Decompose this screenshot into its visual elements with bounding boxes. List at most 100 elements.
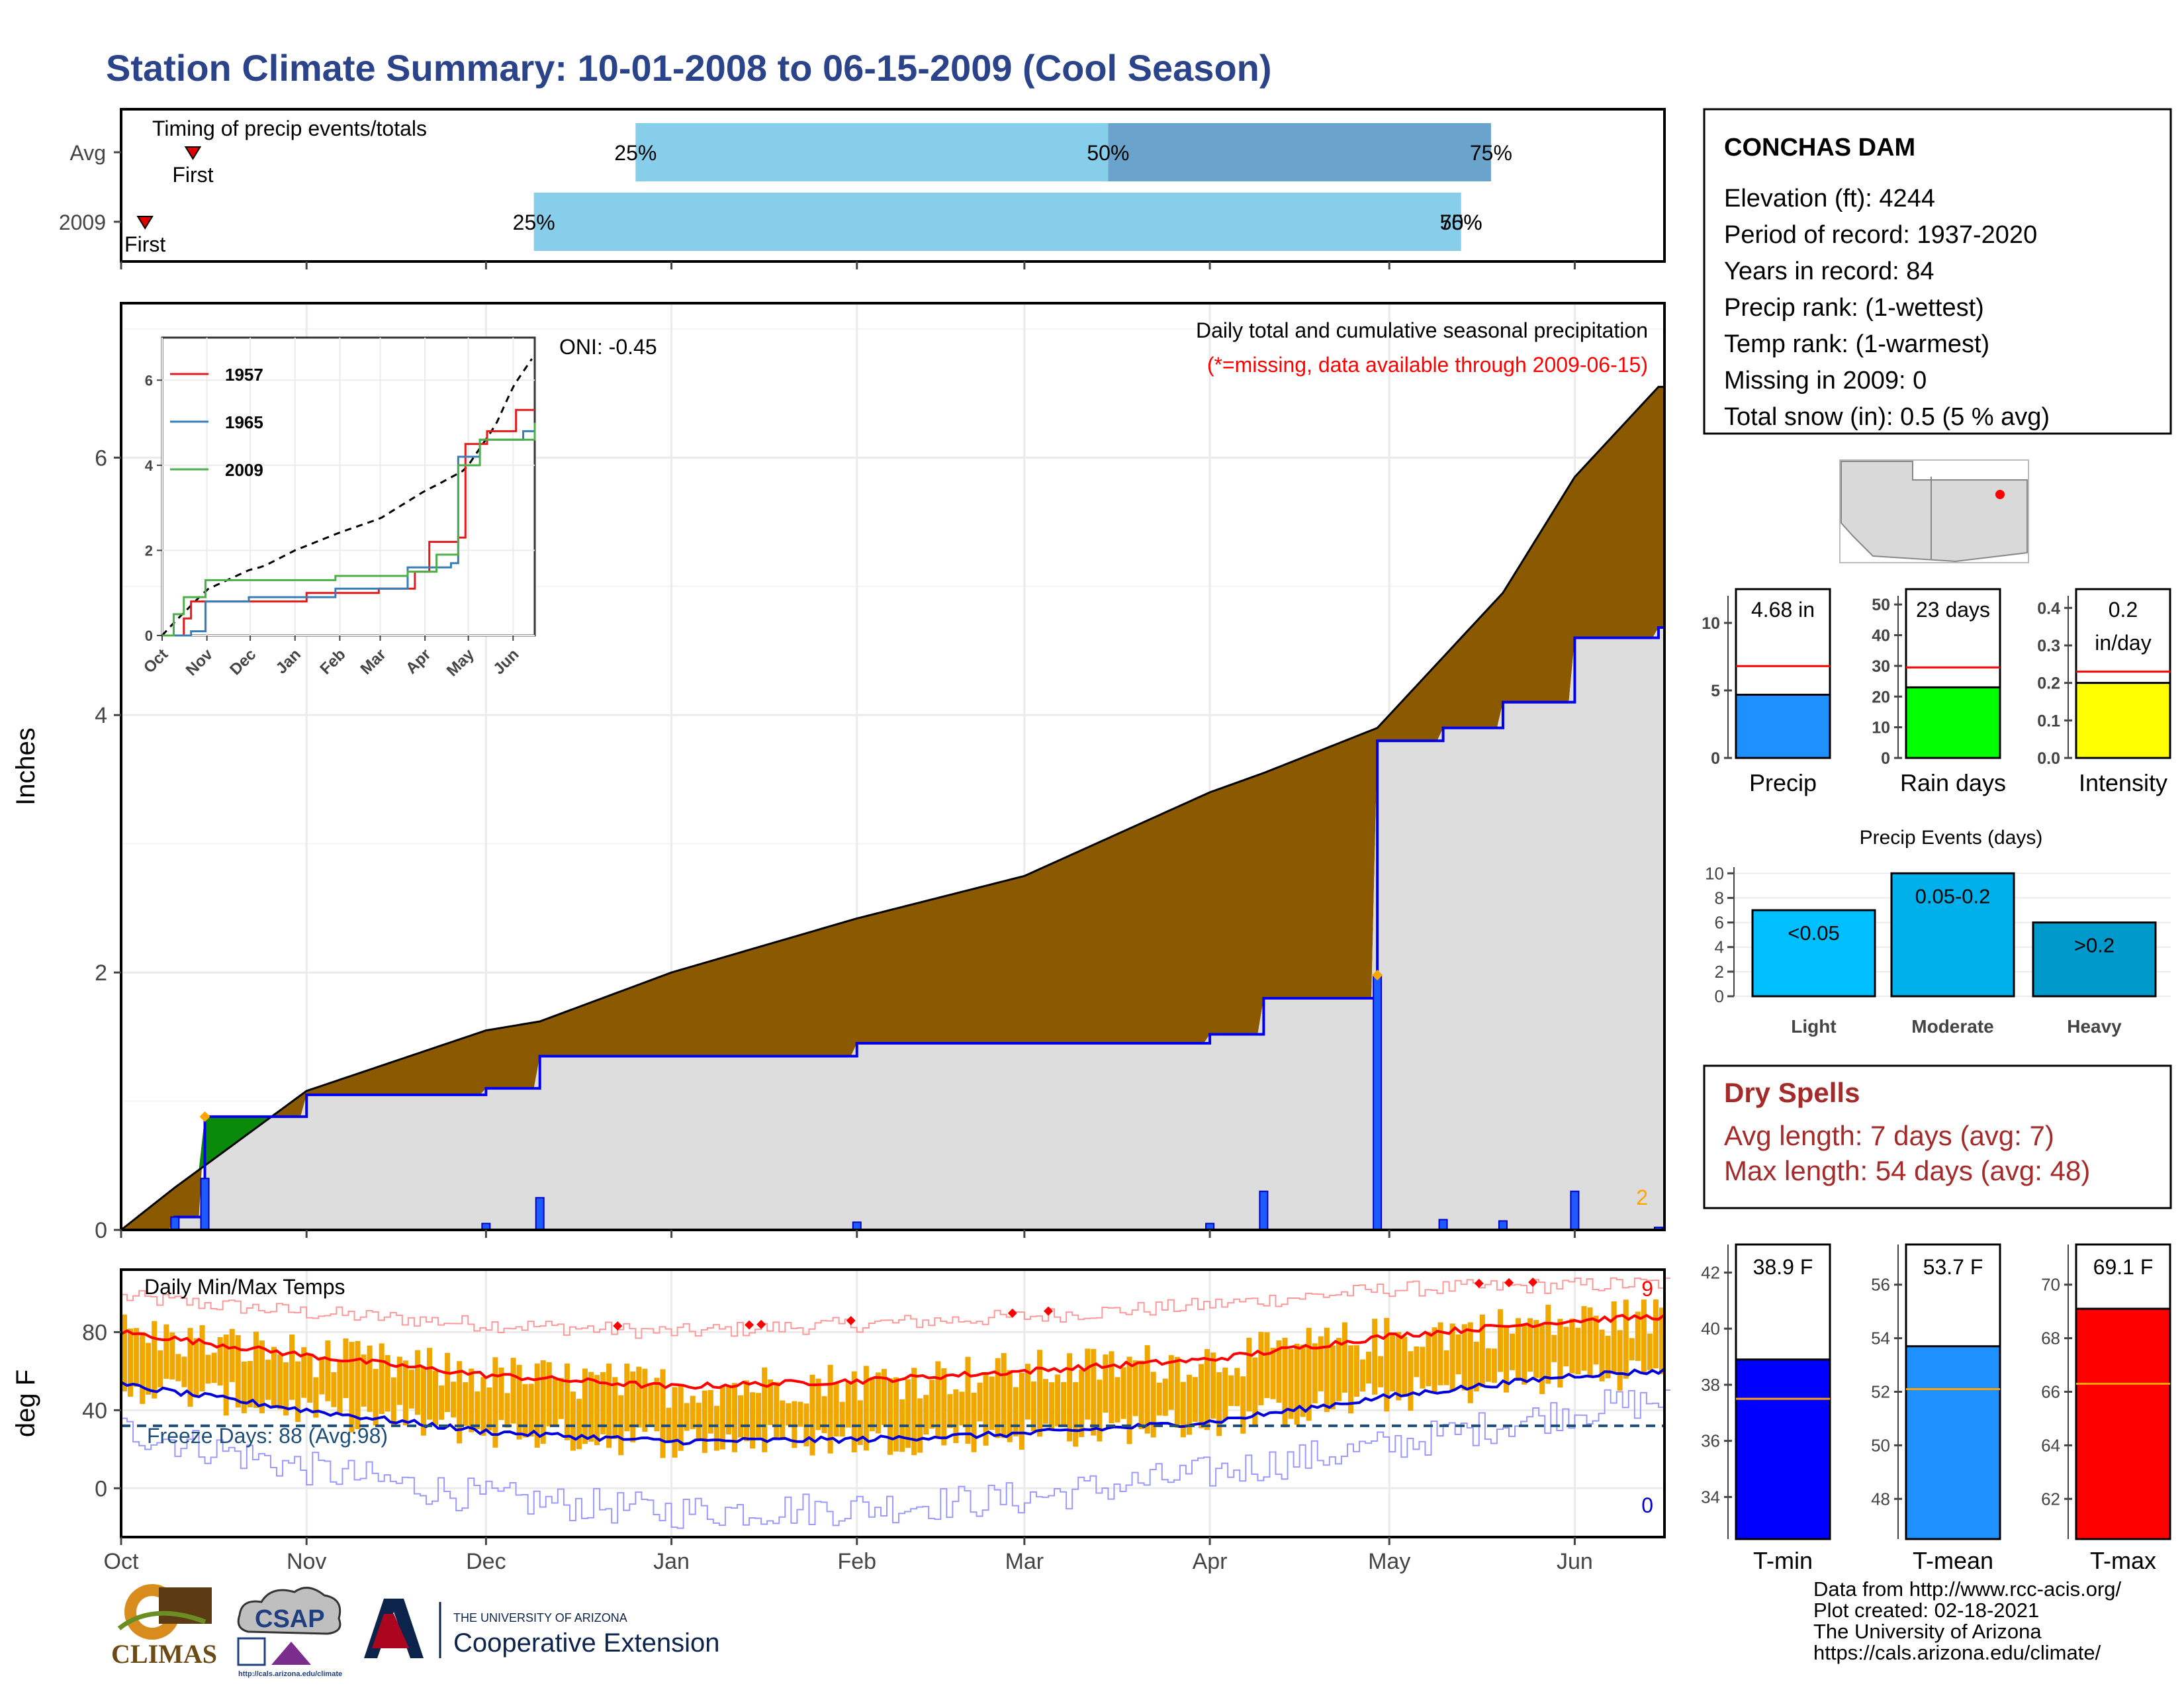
dry-spells-avg-line: Avg length: 7 days (avg: 7) [1724, 1120, 2054, 1151]
temp-bar-value [1735, 1358, 1831, 1540]
temp-record-max-line [121, 1277, 1671, 1339]
temp-daily-bar [122, 1314, 128, 1391]
temp-daily-bar [1138, 1360, 1144, 1429]
temp-daily-bar [289, 1335, 295, 1400]
temp-daily-bar [1324, 1327, 1330, 1413]
events-ytick-label: 4 [1715, 937, 1724, 957]
mini-bar-label: Rain days [1900, 769, 2006, 796]
temp-daily-bar [648, 1383, 654, 1427]
first-marker-icon [184, 146, 202, 160]
temp-bar-ytick-label: 48 [1871, 1489, 1890, 1509]
temp-daily-bar [827, 1364, 833, 1454]
temp-daily-bar [1312, 1343, 1318, 1403]
inset-legend-label: 2009 [225, 460, 263, 480]
month-axis-label: Jan [653, 1549, 690, 1574]
timing-first-label: First [172, 163, 213, 187]
temp-daily-bar [1103, 1354, 1109, 1413]
temp-bar-ytick-label: 54 [1871, 1329, 1890, 1348]
temp-daily-bar [277, 1354, 283, 1409]
temp-daily-bar [1049, 1382, 1055, 1429]
temp-bar-value-label: 53.7 F [1923, 1255, 1983, 1279]
inset-legend-label: 1965 [225, 412, 263, 432]
inset-frame [161, 336, 536, 637]
temp-daily-bar [833, 1383, 839, 1437]
timing-50-label: 50% [1440, 211, 1482, 234]
temp-daily-bar [1533, 1320, 1539, 1378]
temp-bar-label: T-max [2090, 1547, 2156, 1574]
temp-daily-bar [821, 1396, 827, 1433]
timing-first-label: First [124, 232, 165, 256]
temp-daily-bar [205, 1354, 211, 1384]
record-high-marker-icon [1528, 1278, 1538, 1288]
timing-25-label: 25% [513, 211, 555, 234]
footer-line: https://cals.arizona.edu/climate/ [1813, 1641, 2101, 1664]
footer-line: Data from http://www.rcc-acis.org/ [1813, 1577, 2122, 1601]
temp-daily-bar [1115, 1377, 1120, 1423]
temp-daily-bar [433, 1370, 439, 1426]
temp-daily-bar [1240, 1376, 1246, 1434]
temp-panel-frame [120, 1268, 1666, 1538]
temp-daily-bar [1222, 1367, 1228, 1420]
temp-daily-bar [367, 1345, 373, 1412]
mini-bar-ytick-label: 0.0 [2037, 749, 2060, 768]
footer-line: Plot created: 02-18-2021 [1813, 1599, 2040, 1622]
temp-daily-bar [1036, 1350, 1042, 1437]
temp-average-max-line [120, 1313, 1666, 1390]
temp-daily-bar [851, 1371, 857, 1453]
temp-daily-bar [1019, 1372, 1024, 1450]
temp-daily-bar [1288, 1349, 1294, 1419]
first-marker-icon [136, 216, 154, 230]
climas-logo: CLIMAS [111, 1584, 217, 1669]
record-high-count: 9 [1641, 1277, 1653, 1301]
temp-daily-bar [253, 1331, 259, 1408]
temp-daily-bar [606, 1363, 612, 1448]
station-info-line: Period of record: 1937-2020 [1724, 221, 2037, 249]
temp-daily-bar [1168, 1355, 1174, 1410]
month-axis-label: Apr [1193, 1549, 1228, 1574]
temp-daily-bar [1563, 1327, 1569, 1367]
temp-daily-bar [1186, 1374, 1192, 1435]
freeze-days-label: Freeze Days: 88 (Avg:98) [147, 1424, 388, 1448]
temp-daily-bar [451, 1382, 457, 1418]
timing-25-label: 25% [614, 141, 657, 165]
month-axis-label: Nov [287, 1549, 326, 1574]
precip-event-marker-icon [1372, 970, 1383, 980]
station-info-line: Years in record: 84 [1724, 258, 1934, 285]
temp-daily-bar [1491, 1348, 1497, 1383]
climas-logo-text: CLIMAS [111, 1639, 217, 1669]
temp-daily-bar [1467, 1322, 1473, 1403]
mini-bar-value-label: 23 days [1916, 598, 1990, 622]
precip-event-range-label: 0.05-0.2 [1915, 884, 1991, 908]
timing-row-label: Avg [69, 141, 106, 165]
temp-daily-bar [265, 1360, 271, 1400]
temp-daily-bar [1522, 1324, 1527, 1385]
temp-daily-bar [295, 1361, 301, 1423]
cloud-icon [237, 1587, 341, 1635]
station-info-box [1703, 108, 2172, 435]
temp-daily-bar [1617, 1330, 1623, 1391]
temp-daily-bar [1318, 1336, 1324, 1391]
temp-bar-ytick-label: 52 [1871, 1382, 1890, 1402]
mini-bar-ytick-label: 10 [1702, 614, 1720, 633]
temp-daily-bar [642, 1368, 648, 1432]
mini-bar-ytick-label: 20 [1872, 688, 1890, 706]
temp-daily-bar [1264, 1332, 1270, 1399]
temp-daily-bar [696, 1403, 702, 1440]
temp-daily-bar [1378, 1356, 1384, 1387]
events-ytick-label: 2 [1715, 962, 1724, 982]
temp-daily-bar [1120, 1367, 1126, 1419]
precip-deficit-area [121, 387, 1664, 1230]
temp-daily-bar [750, 1392, 756, 1449]
temp-daily-bar [1330, 1345, 1336, 1409]
temp-daily-bar [492, 1357, 498, 1448]
temp-daily-bar [1192, 1377, 1198, 1423]
temp-daily-bar [439, 1385, 445, 1420]
events-ytick-label: 6 [1715, 913, 1724, 933]
temp-daily-bar [241, 1361, 247, 1413]
temp-daily-bar [528, 1383, 534, 1437]
mini-bar-ytick-label: 50 [1872, 596, 1890, 614]
temp-daily-bar [504, 1393, 510, 1428]
precip-event-bar [2032, 921, 2157, 998]
inset-average-line [161, 358, 533, 637]
temp-daily-bar [546, 1362, 552, 1427]
